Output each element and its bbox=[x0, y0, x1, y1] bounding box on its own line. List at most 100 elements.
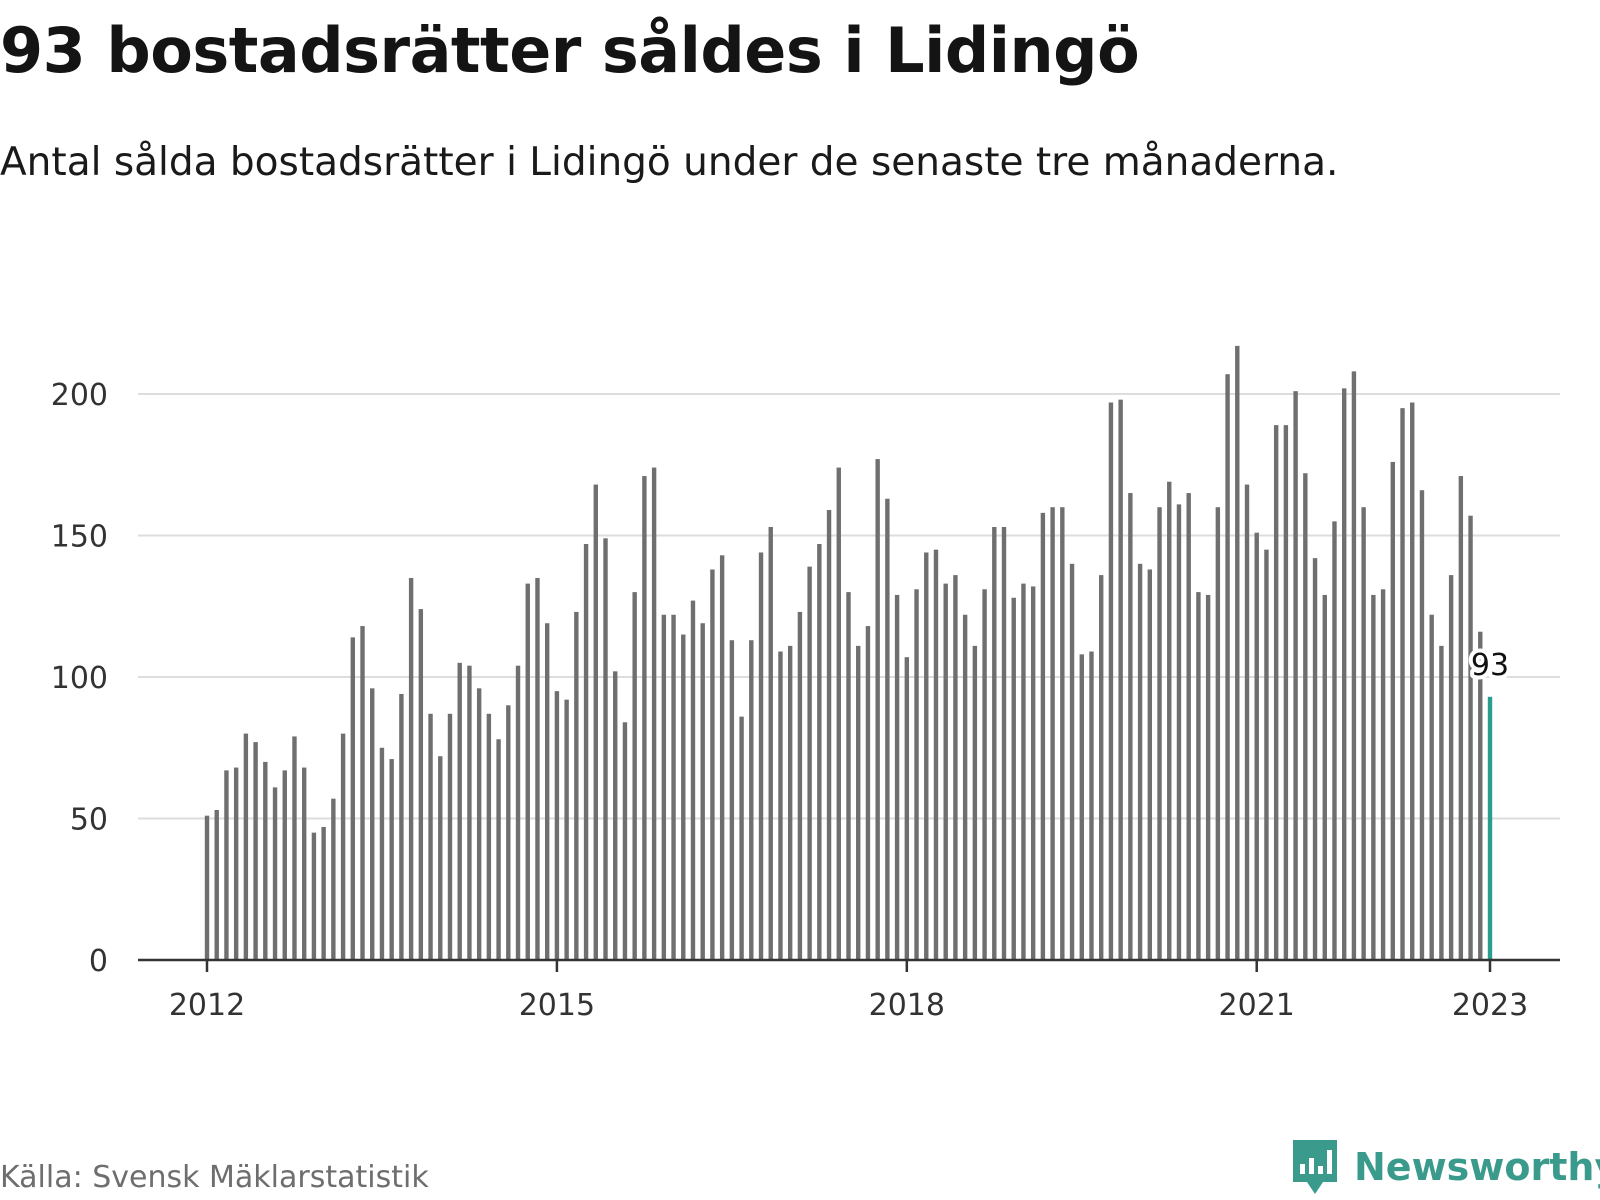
source-note: Källa: Svensk Mäklarstatistik bbox=[0, 1160, 429, 1195]
bar bbox=[1400, 408, 1405, 960]
bar bbox=[1293, 391, 1298, 960]
bar bbox=[1361, 507, 1366, 960]
chart-title: 93 bostadsrätter såldes i Lidingö bbox=[0, 14, 1140, 87]
brand-logo: Newsworthy bbox=[1290, 1138, 1600, 1196]
bar bbox=[846, 592, 851, 960]
bar bbox=[651, 467, 657, 960]
bar bbox=[1235, 345, 1240, 960]
bar bbox=[389, 759, 394, 960]
bar bbox=[476, 688, 482, 960]
bar bbox=[438, 756, 443, 960]
bar bbox=[340, 733, 346, 960]
bar bbox=[515, 665, 521, 960]
axes bbox=[138, 958, 1560, 972]
labels: 0 50 100 150 200 2012 2015 2018 2021 2023 93 bbox=[51, 378, 1528, 1023]
last-value-label: 93 bbox=[1471, 648, 1509, 683]
bar bbox=[457, 662, 462, 960]
chart-subtitle: Antal sålda bostadsrätter i Lidingö unde… bbox=[0, 140, 1339, 185]
bar bbox=[1448, 575, 1454, 960]
bar bbox=[408, 577, 414, 960]
bar bbox=[817, 543, 822, 960]
y-tick-label: 100 bbox=[51, 661, 108, 696]
bar bbox=[1030, 586, 1036, 960]
bar bbox=[1060, 507, 1065, 960]
bar bbox=[1478, 631, 1483, 960]
bar bbox=[1390, 461, 1395, 960]
bar bbox=[1050, 507, 1055, 960]
bar bbox=[826, 510, 832, 960]
bar bbox=[943, 583, 948, 960]
bar bbox=[1468, 515, 1473, 960]
bar bbox=[1108, 402, 1114, 960]
bar bbox=[1147, 569, 1153, 960]
bar bbox=[1137, 563, 1143, 960]
bar bbox=[1157, 507, 1162, 960]
bar bbox=[972, 645, 978, 960]
bar bbox=[1079, 654, 1084, 960]
bar bbox=[700, 623, 705, 960]
bar bbox=[749, 640, 754, 960]
bar bbox=[622, 722, 628, 960]
bar bbox=[914, 589, 919, 960]
bar bbox=[1419, 490, 1425, 960]
bar bbox=[1001, 527, 1007, 960]
bar bbox=[496, 739, 501, 960]
bar bbox=[486, 713, 492, 960]
bar bbox=[467, 665, 472, 960]
bar bbox=[1342, 388, 1347, 961]
bar bbox=[535, 577, 540, 960]
bar bbox=[447, 713, 453, 960]
bar bbox=[710, 569, 715, 960]
bar bbox=[632, 592, 637, 960]
bar bbox=[1128, 493, 1133, 960]
bar bbox=[350, 637, 355, 960]
bar bbox=[506, 705, 511, 960]
bar bbox=[768, 527, 773, 960]
bar bbox=[1254, 532, 1259, 960]
bar bbox=[603, 538, 608, 960]
bar bbox=[302, 767, 307, 960]
bar bbox=[593, 484, 598, 960]
bars bbox=[204, 345, 1493, 961]
bar bbox=[758, 552, 764, 960]
x-tick-label: 2015 bbox=[519, 988, 595, 1023]
bar bbox=[331, 798, 336, 960]
bar bbox=[1312, 558, 1318, 960]
y-tick-label: 200 bbox=[51, 378, 108, 413]
bar bbox=[933, 549, 939, 960]
y-tick-label: 50 bbox=[70, 803, 108, 838]
bar bbox=[924, 552, 929, 960]
y-tick-label: 0 bbox=[89, 944, 108, 979]
bar bbox=[953, 575, 958, 960]
x-tick-label: 2021 bbox=[1219, 988, 1295, 1023]
brand-name: Newsworthy bbox=[1354, 1145, 1600, 1189]
bar bbox=[544, 623, 550, 960]
bar bbox=[1371, 594, 1376, 960]
bar bbox=[671, 614, 676, 960]
bar bbox=[807, 566, 812, 960]
bar bbox=[661, 614, 667, 960]
bar bbox=[865, 626, 871, 960]
bar bbox=[574, 611, 579, 960]
bar bbox=[904, 657, 910, 960]
bar bbox=[1089, 651, 1094, 960]
bar bbox=[379, 747, 385, 960]
bar bbox=[399, 693, 404, 960]
bar bbox=[681, 634, 686, 960]
bar bbox=[233, 767, 239, 960]
bar bbox=[1069, 563, 1075, 960]
bar bbox=[1303, 473, 1308, 960]
bar bbox=[1167, 481, 1172, 960]
bar bbox=[856, 645, 861, 960]
bar bbox=[739, 716, 744, 960]
bar bbox=[1118, 399, 1123, 960]
bar bbox=[690, 600, 696, 960]
bar bbox=[1186, 493, 1191, 960]
bar bbox=[418, 609, 424, 960]
bar bbox=[836, 467, 841, 960]
bar bbox=[729, 640, 735, 960]
bar bbox=[787, 645, 793, 960]
bar bbox=[525, 583, 530, 960]
bar bbox=[962, 614, 968, 960]
bar bbox=[1215, 507, 1221, 960]
